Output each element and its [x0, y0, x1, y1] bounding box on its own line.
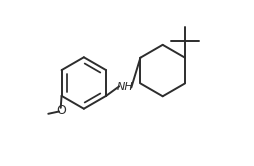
Text: NH: NH: [117, 82, 133, 92]
Text: O: O: [56, 104, 66, 117]
